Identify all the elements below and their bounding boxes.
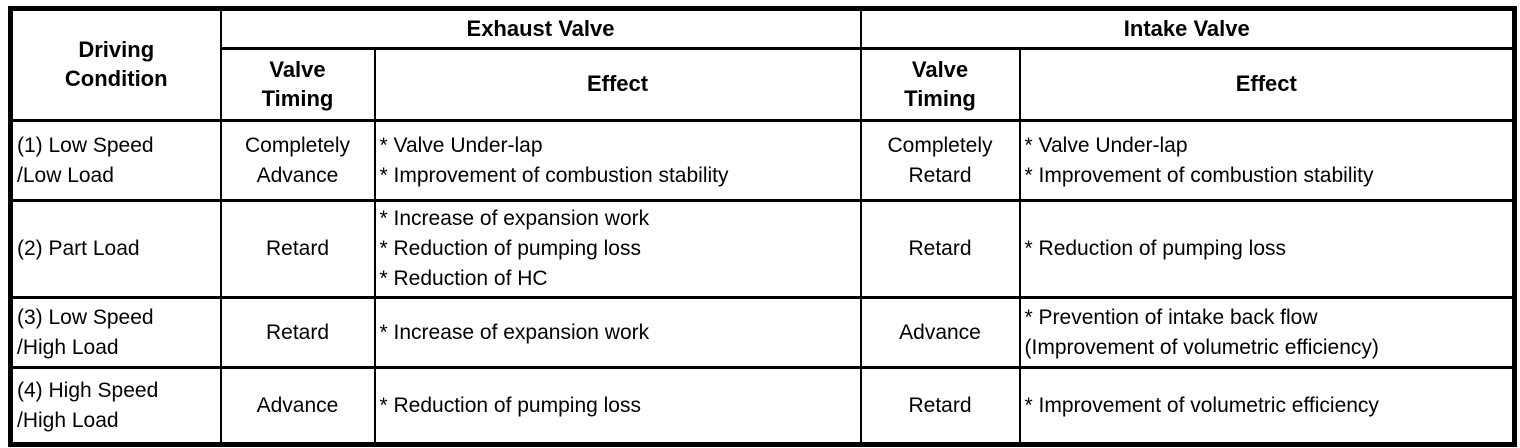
header-exhaust-valve-timing: Valve Timing (219, 47, 376, 122)
exhaust-timing-cell: Advance (219, 366, 376, 446)
exhaust-timing-cell: Retard (219, 296, 376, 369)
exhaust-timing-cell: Retard (219, 199, 376, 299)
table-row: (4) High Speed /High Load Advance * Redu… (9, 366, 1516, 446)
header-driving-condition: Driving Condition (9, 7, 222, 122)
exhaust-effect-cell: * Increase of expansion work * Reduction… (373, 199, 862, 299)
table-row: (2) Part Load Retard * Increase of expan… (9, 199, 1516, 299)
header-row-sub: Valve Timing Effect Valve Timing Effect (11, 47, 1516, 122)
header-row-groups: Driving Condition Exhaust Valve Intake V… (9, 7, 1516, 122)
exhaust-effect-cell: * Reduction of pumping loss (373, 366, 862, 446)
condition-cell: (3) Low Speed /High Load (9, 296, 222, 369)
condition-cell: (4) High Speed /High Load (9, 366, 222, 446)
intake-timing-cell: Retard (859, 366, 1021, 446)
header-intake-effect: Effect (1018, 47, 1516, 122)
table-row: (3) Low Speed /High Load Retard * Increa… (9, 296, 1516, 369)
table-row: (1) Low Speed /Low Load Completely Advan… (9, 119, 1516, 202)
intake-effect-cell: * Reduction of pumping loss (1018, 199, 1516, 299)
intake-effect-cell: * Prevention of intake back flow (Improv… (1018, 296, 1516, 369)
exhaust-effect-cell: * Valve Under-lap * Improvement of combu… (373, 119, 862, 202)
intake-timing-cell: Completely Retard (859, 119, 1021, 202)
header-intake-valve-timing: Valve Timing (859, 47, 1021, 122)
header-exhaust-valve: Exhaust Valve (219, 7, 862, 50)
exhaust-effect-cell: * Increase of expansion work (373, 296, 862, 369)
exhaust-timing-cell: Completely Advance (219, 119, 376, 202)
intake-effect-cell: * Valve Under-lap * Improvement of combu… (1018, 119, 1516, 202)
header-exhaust-effect: Effect (373, 47, 862, 122)
header-intake-valve: Intake Valve (859, 7, 1516, 50)
intake-timing-cell: Retard (859, 199, 1021, 299)
condition-cell: (1) Low Speed /Low Load (9, 119, 222, 202)
condition-cell: (2) Part Load (9, 199, 222, 299)
valve-timing-table: Driving Condition Exhaust Valve Intake V… (8, 6, 1518, 447)
intake-effect-cell: * Improvement of volumetric efficiency (1018, 366, 1516, 446)
intake-timing-cell: Advance (859, 296, 1021, 369)
